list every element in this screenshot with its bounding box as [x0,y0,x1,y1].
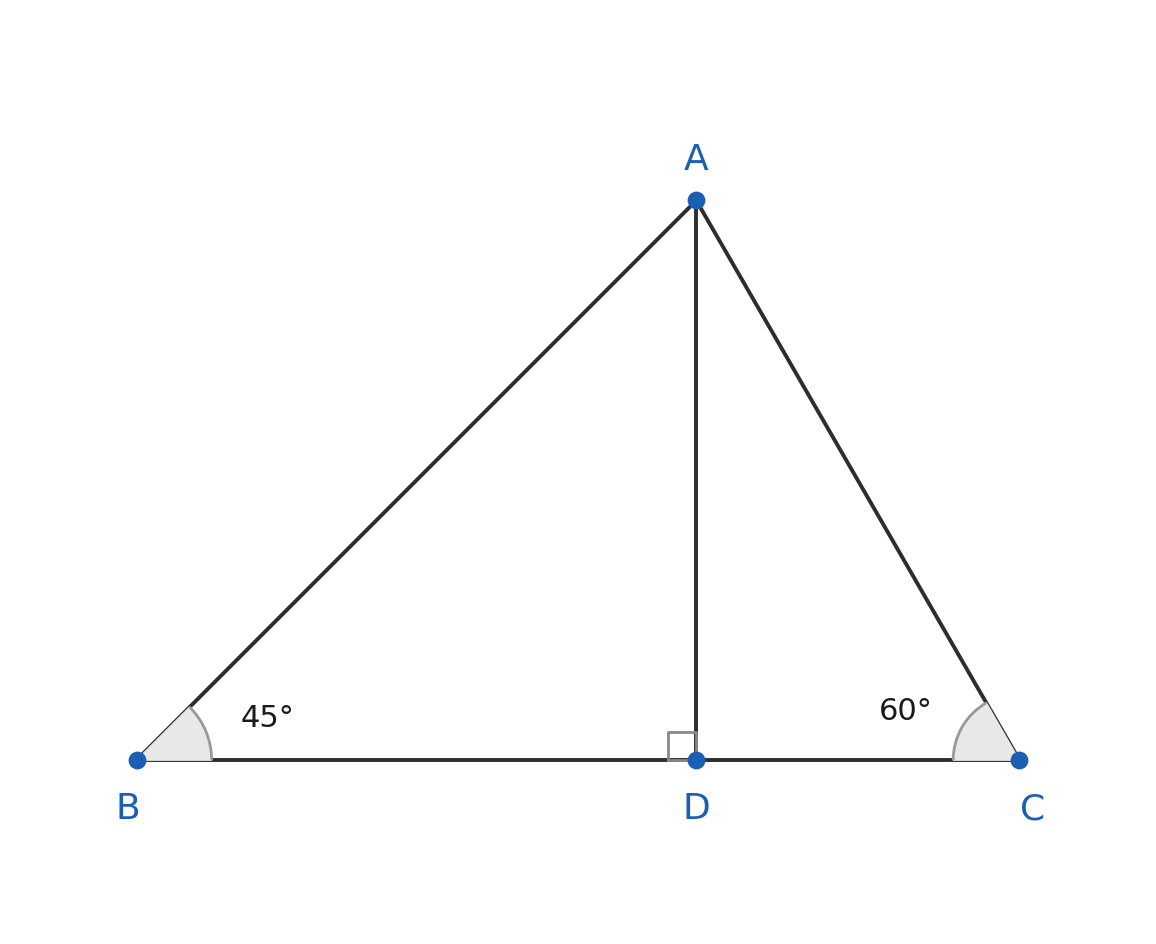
Point [1010,752,1029,767]
Text: D: D [682,791,710,825]
Text: 60°: 60° [880,696,933,725]
Text: 45°: 45° [240,703,294,732]
Polygon shape [136,707,212,760]
Text: B: B [116,791,140,825]
Polygon shape [954,703,1020,760]
Point [687,752,705,767]
Text: C: C [1020,791,1045,825]
Text: A: A [684,143,709,177]
Point [127,752,146,767]
Point [687,194,705,209]
